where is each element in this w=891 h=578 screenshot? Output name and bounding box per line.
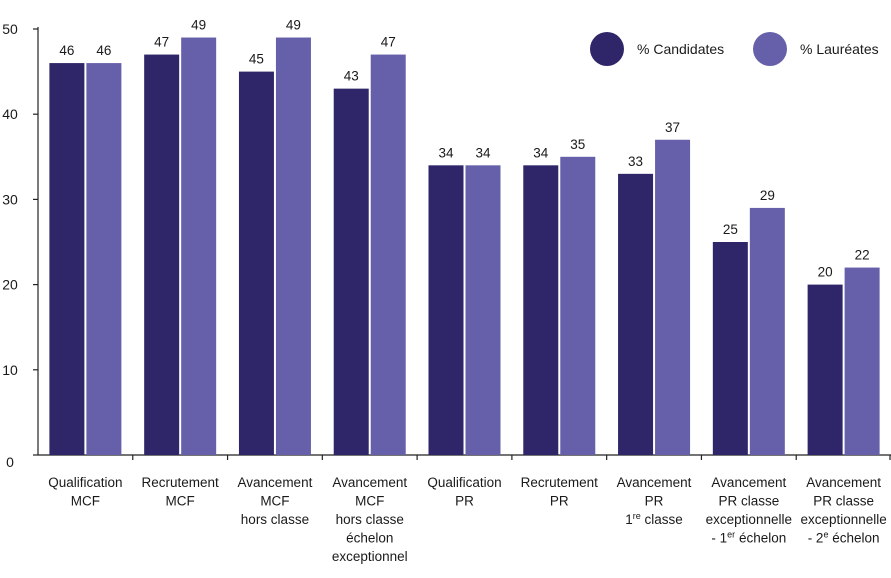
data-label: 25 [723,222,738,237]
legend: % Candidates % Lauréates [590,32,879,66]
y-tick-label: 0 [6,454,14,470]
data-label: 33 [628,154,643,169]
legend-swatch [590,32,624,66]
x-axis: Qualification MCF Recrutement MCF Avancement… [38,454,891,564]
bar-candidates [144,54,180,456]
data-label: 34 [438,145,454,160]
x-tick-label: Avancement MCF hors classe échelon exception… [332,475,408,564]
x-tick-label: Avancement PR classe exceptionnelle - 2e éc… [800,475,886,546]
data-label: 47 [154,35,169,50]
data-label: 35 [570,137,585,152]
legend-swatch [753,32,787,66]
y-axis: 0 10 20 30 40 50 [2,21,39,470]
y-tick-label: 10 [2,362,18,378]
bar-candidates [807,284,843,455]
data-label: 29 [760,188,775,203]
bar-laureates [749,207,785,455]
x-tick-label: Avancement PR 1re classe [617,475,692,527]
data-label: 34 [533,145,549,160]
bar-laureates [275,37,311,456]
data-label: 37 [665,120,680,135]
data-label: 47 [381,35,396,50]
legend-label: % Lauréates [800,41,879,57]
x-tick-label: Avancement MCF hors classe [238,475,313,527]
data-label: 46 [96,43,111,58]
data-label: 46 [59,43,74,58]
y-tick-label: 50 [2,21,18,37]
x-tick-label: Recrutement MCF [142,475,220,509]
bar-laureates [560,156,596,456]
x-tick-label: Recrutement PR [521,475,599,509]
data-label: 34 [475,145,491,160]
bar-laureates [655,139,691,455]
data-labels: 46 47 45 43 34 34 33 25 20 46 49 49 47 34 35 37 29 22 [59,18,869,280]
x-tick-label: Qualification MCF [48,475,122,509]
bar-laureates [465,165,501,455]
data-label: 49 [286,18,301,33]
bar-candidates [523,165,559,455]
bar-laureates [86,63,122,456]
y-tick-label: 20 [2,277,18,293]
bar-laureates [370,54,406,456]
x-tick-label: Qualification PR [427,475,501,509]
data-label: 43 [344,69,359,84]
bar-candidates [428,165,464,455]
bar-candidates [333,88,369,455]
bars [49,37,880,456]
legend-label: % Candidates [637,41,724,57]
y-tick-label: 40 [2,106,18,122]
data-label: 22 [855,248,870,263]
data-label: 20 [818,265,833,280]
data-label: 49 [191,18,206,33]
bar-candidates [618,173,654,455]
bar-candidates [712,242,748,455]
bar-candidates [238,71,274,455]
bar-candidates [49,63,85,456]
bar-laureates [844,267,880,455]
data-label: 45 [249,52,264,67]
x-tick-label: Avancement PR classe exceptionnelle - 1er é… [706,475,792,546]
y-tick-label: 30 [2,191,18,207]
bar-laureates [181,37,217,456]
